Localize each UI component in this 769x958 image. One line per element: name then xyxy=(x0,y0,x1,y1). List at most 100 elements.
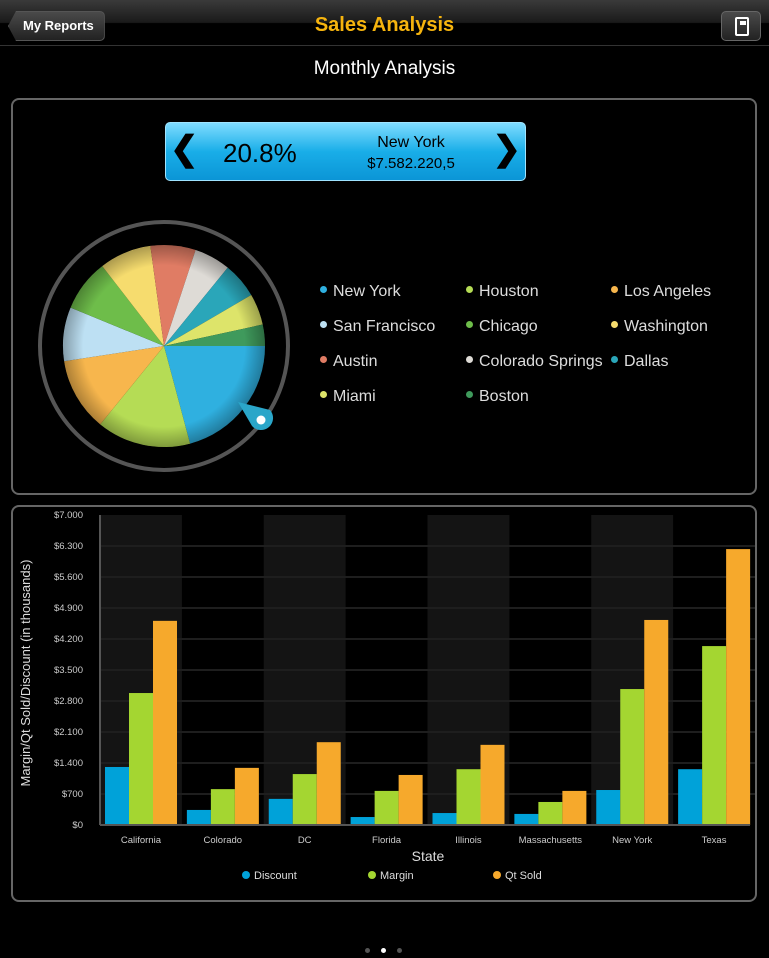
legend-item[interactable]: Los Angeles xyxy=(611,283,711,301)
pie-chart[interactable] xyxy=(30,212,290,472)
slice-selector: ❮ 20.8% New York $7.582.220,5 ❯ xyxy=(165,122,526,181)
legend-dot-icon xyxy=(466,356,473,363)
y-tick-label: $5.600 xyxy=(54,572,83,583)
x-tick-label: California xyxy=(121,835,162,846)
bar-legend-label[interactable]: Qt Sold xyxy=(505,870,542,882)
bar-margin[interactable] xyxy=(538,801,563,825)
legend-dot-icon xyxy=(242,871,250,879)
legend-label: San Francisco xyxy=(333,318,436,335)
bar-qt-sold[interactable] xyxy=(644,619,669,825)
legend-label: Washington xyxy=(624,318,708,335)
y-axis-title: Margin/Qt Sold/Discount (in thousands) xyxy=(18,560,33,787)
y-tick-label: $1.400 xyxy=(54,758,83,769)
x-tick-label: Massachusetts xyxy=(519,835,583,846)
y-tick-label: $3.500 xyxy=(54,665,83,676)
x-tick-label: Texas xyxy=(702,835,727,846)
pie-pointer[interactable] xyxy=(238,402,274,431)
chevron-left-icon[interactable]: ❮ xyxy=(170,130,199,168)
legend-item[interactable]: Boston xyxy=(466,388,529,406)
legend-dot-icon xyxy=(466,391,473,398)
bar-legend-label[interactable]: Margin xyxy=(380,870,414,882)
legend-dot-icon xyxy=(611,321,618,328)
y-tick-label: $2.100 xyxy=(54,727,83,738)
bar-discount[interactable] xyxy=(432,813,457,825)
nav-bar: My Reports Sales Analysis xyxy=(0,0,769,46)
pointer-dot-icon xyxy=(256,415,266,425)
bar-panel xyxy=(11,505,757,902)
pie-ring xyxy=(38,220,290,472)
bar-margin[interactable] xyxy=(456,769,481,825)
bar-margin[interactable] xyxy=(129,693,153,825)
legend-label: Chicago xyxy=(479,318,538,335)
legend-item[interactable]: Dallas xyxy=(611,353,668,371)
bar-qt-sold[interactable] xyxy=(316,742,341,825)
legend-item[interactable]: San Francisco xyxy=(320,318,435,336)
bar-margin[interactable] xyxy=(292,774,317,825)
selected-percent: 20.8% xyxy=(223,138,297,168)
legend-dot-icon xyxy=(320,321,327,328)
bar-margin[interactable] xyxy=(210,789,235,825)
selected-amount: $7.582.220,5 xyxy=(367,155,455,172)
legend-label: Houston xyxy=(479,283,539,300)
bar-qt-sold[interactable] xyxy=(726,549,751,825)
notebook-button[interactable] xyxy=(721,11,761,41)
legend-item[interactable]: Miami xyxy=(320,388,376,406)
legend-label: Dallas xyxy=(624,353,669,370)
bar-discount[interactable] xyxy=(514,813,539,825)
bar-chart: $0 $700 $1.400 $2.100 $2.800 $3.500 $4.200 $4.9… xyxy=(18,510,755,882)
bar-qt-sold[interactable] xyxy=(398,774,423,825)
legend-dot-icon xyxy=(466,321,473,328)
legend-dot-icon xyxy=(611,286,618,293)
bar-discount[interactable] xyxy=(105,766,129,825)
legend-dot-icon xyxy=(493,871,501,879)
page-title: Monthly Analysis xyxy=(313,58,456,79)
bar-margin[interactable] xyxy=(702,646,727,825)
x-tick-label: New York xyxy=(612,835,652,846)
bar-legend-label[interactable]: Discount xyxy=(254,870,297,882)
legend-item[interactable]: Houston xyxy=(466,283,539,301)
app-title: Sales Analysis xyxy=(314,14,455,36)
pie-panel xyxy=(11,98,757,495)
bar-discount[interactable] xyxy=(268,798,293,825)
legend-dot-icon xyxy=(320,286,327,293)
bar-margin[interactable] xyxy=(374,790,399,825)
legend-dot-icon xyxy=(368,871,376,879)
bar-qt-sold[interactable] xyxy=(562,790,587,825)
page-indicator[interactable] xyxy=(365,940,413,958)
bar-discount[interactable] xyxy=(678,769,703,825)
x-tick-label: Florida xyxy=(372,835,402,846)
legend-dot-icon xyxy=(320,356,327,363)
legend-label: Colorado Springs xyxy=(479,353,603,370)
bar-discount[interactable] xyxy=(596,790,621,825)
x-tick-label: Colorado xyxy=(204,835,243,846)
legend-dot-icon xyxy=(320,391,327,398)
x-tick-label: Illinois xyxy=(455,835,482,846)
bar-discount[interactable] xyxy=(350,817,375,825)
bar-margin[interactable] xyxy=(620,689,645,825)
y-tick-label: $6.300 xyxy=(54,541,83,552)
selected-city: New York xyxy=(377,134,445,151)
back-button-my-reports[interactable]: My Reports xyxy=(8,11,105,41)
legend-label: Los Angeles xyxy=(624,283,712,300)
legend-label: New York xyxy=(333,283,401,300)
y-tick-label: $4.200 xyxy=(54,634,83,645)
legend-dot-icon xyxy=(611,356,618,363)
legend-item[interactable]: Chicago xyxy=(466,318,538,336)
notebook-icon xyxy=(735,17,749,36)
bar-discount[interactable] xyxy=(186,809,211,825)
y-tick-label: $7.000 xyxy=(54,510,83,521)
pie-shade xyxy=(63,245,265,447)
legend-item[interactable]: Washington xyxy=(611,318,708,336)
chevron-right-icon[interactable]: ❯ xyxy=(492,130,522,168)
bar-qt-sold[interactable] xyxy=(480,744,505,825)
x-axis-title: State xyxy=(412,848,445,864)
bar-qt-sold[interactable] xyxy=(234,767,259,825)
legend-label: Boston xyxy=(479,388,529,405)
legend-label: Austin xyxy=(333,353,378,370)
x-tick-label: DC xyxy=(298,835,312,846)
legend-item[interactable]: New York xyxy=(320,283,401,301)
legend-dot-icon xyxy=(466,286,473,293)
bar-qt-sold[interactable] xyxy=(153,620,177,825)
legend-item[interactable]: Austin xyxy=(320,353,377,371)
legend-item[interactable]: Colorado Springs xyxy=(466,353,603,371)
